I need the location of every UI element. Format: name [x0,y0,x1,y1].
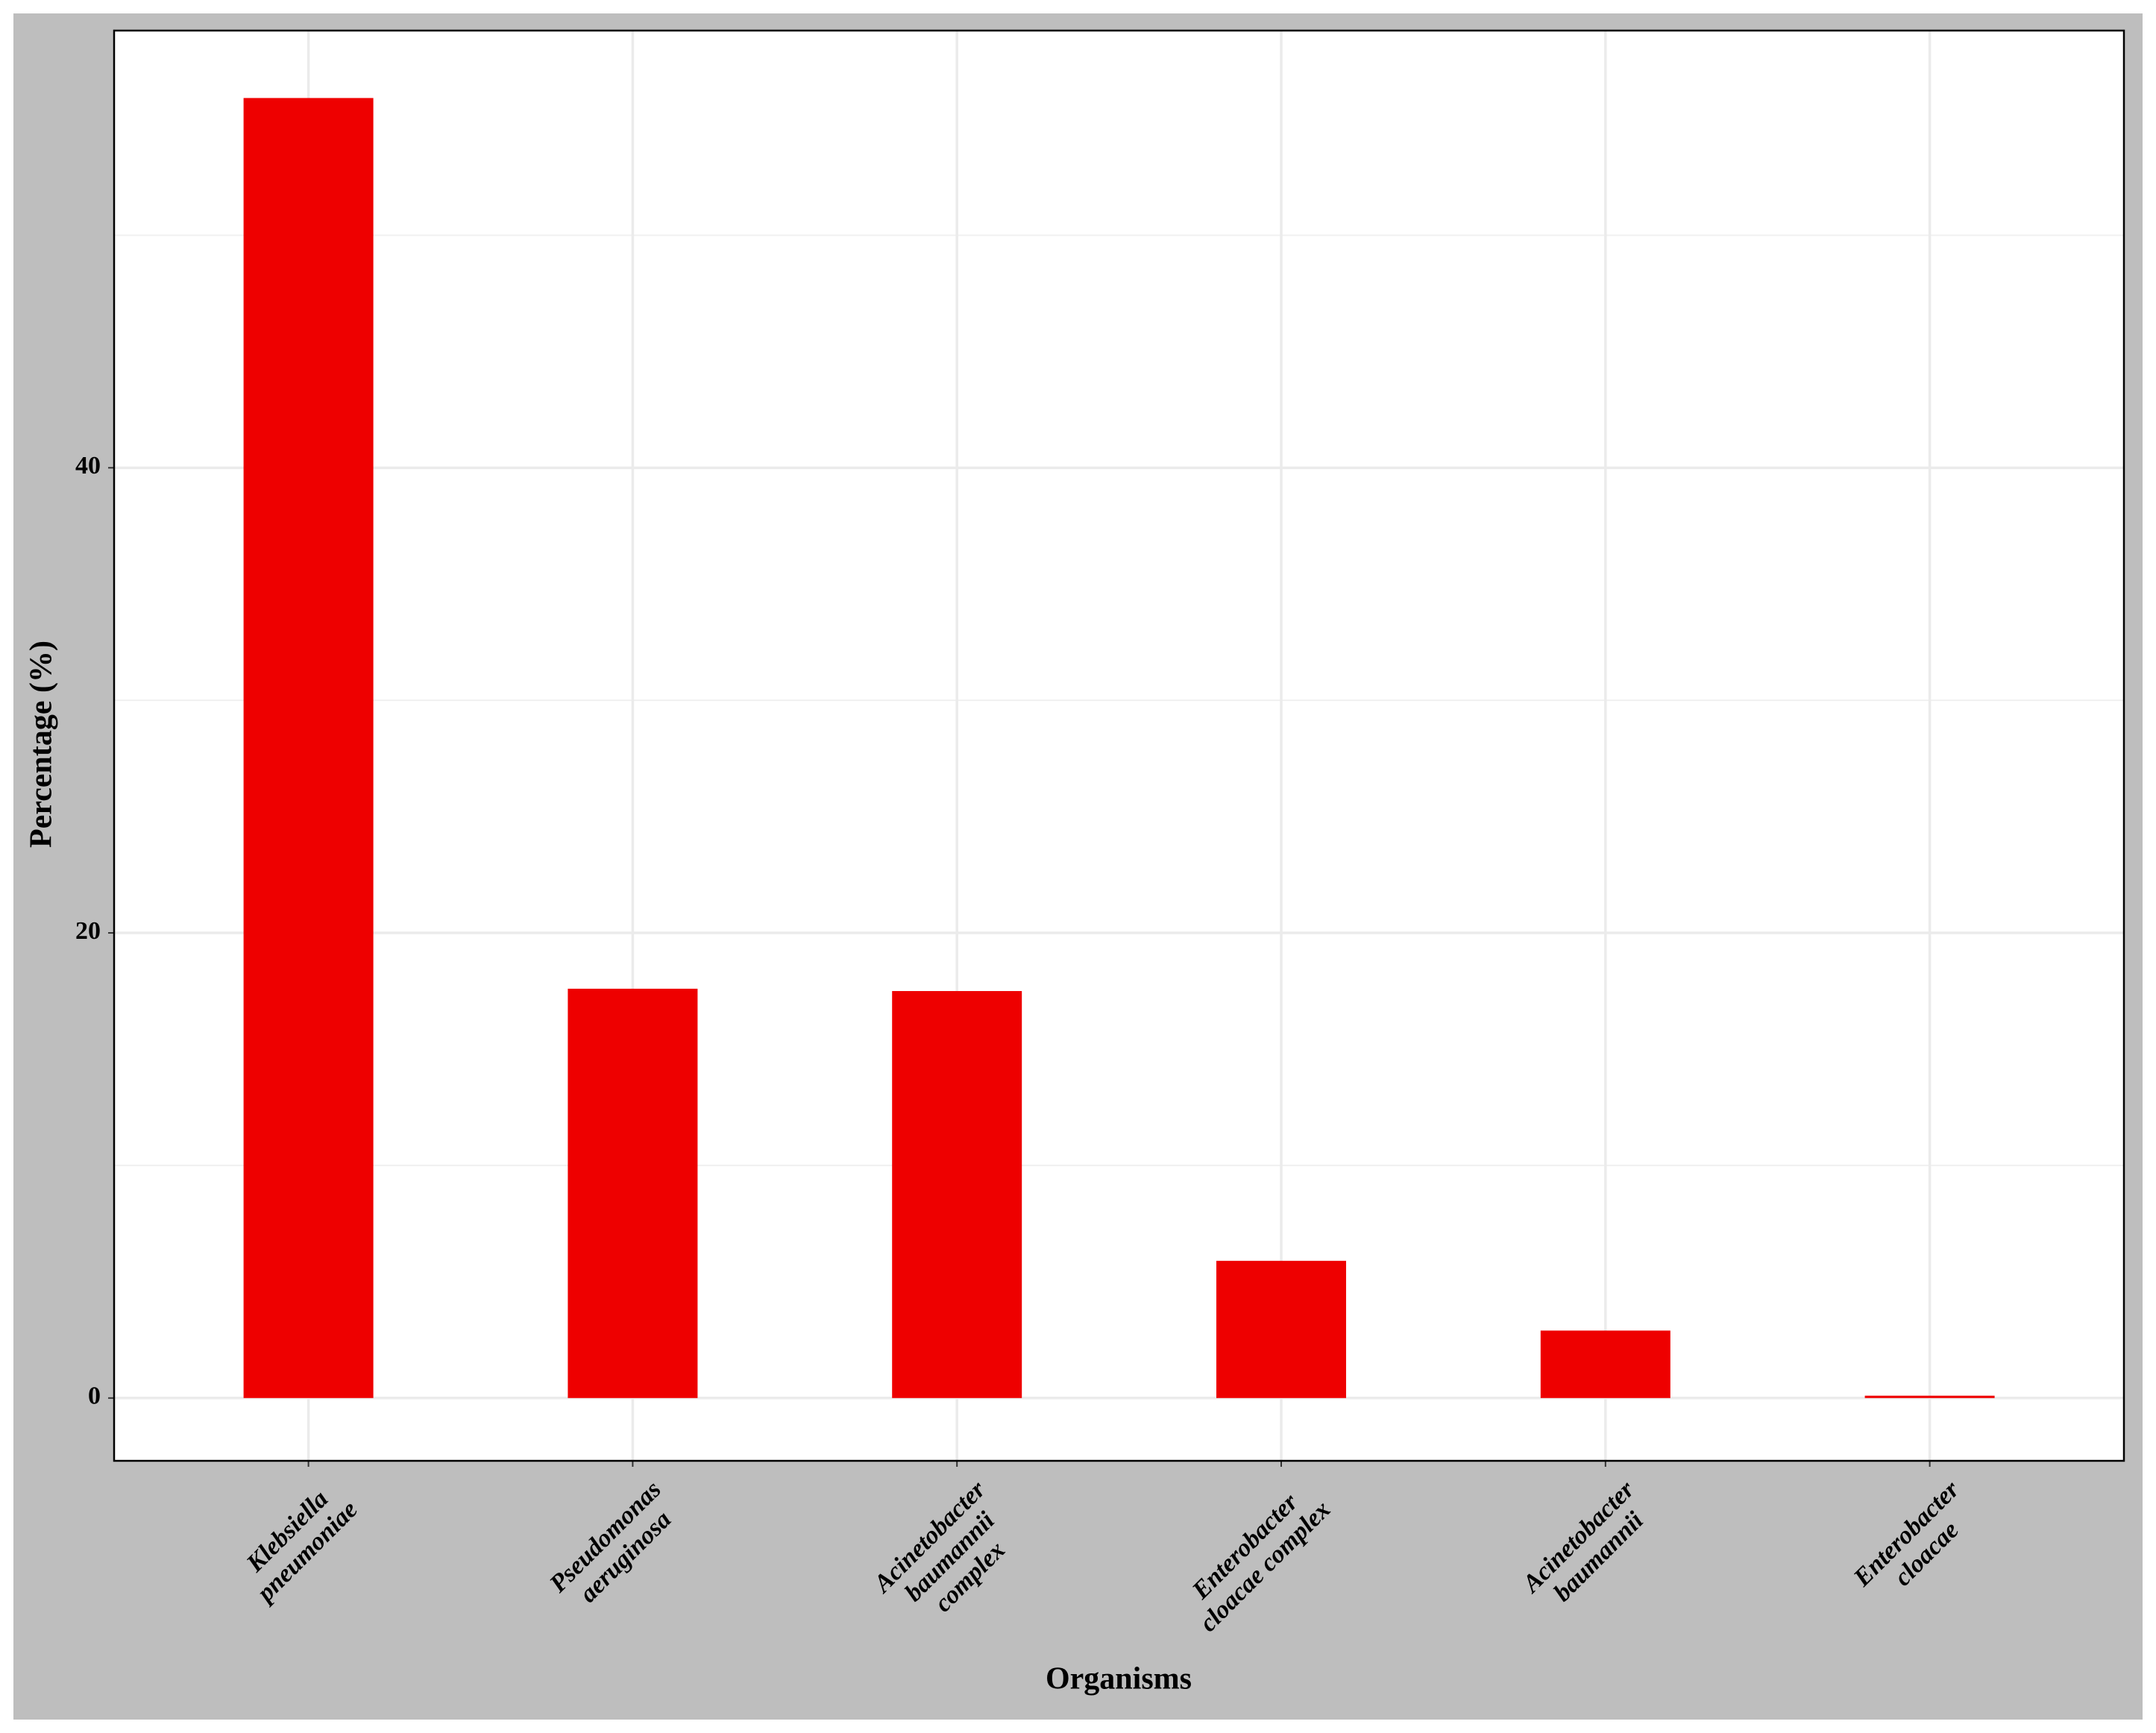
bar [1864,1395,1995,1398]
y-axis-title: Percentage (%) [25,641,59,848]
bar [243,98,374,1398]
panel [114,31,2124,1461]
bar [568,988,698,1398]
y-tick-label: 0 [88,1383,101,1410]
y-tick-label: 20 [75,917,101,945]
panel-border [113,29,2125,1462]
x-axis-title: Organisms [1046,1662,1192,1696]
bar [1540,1330,1671,1398]
bar [892,991,1022,1398]
bar [1216,1260,1346,1398]
y-tick-label: 40 [75,452,101,479]
